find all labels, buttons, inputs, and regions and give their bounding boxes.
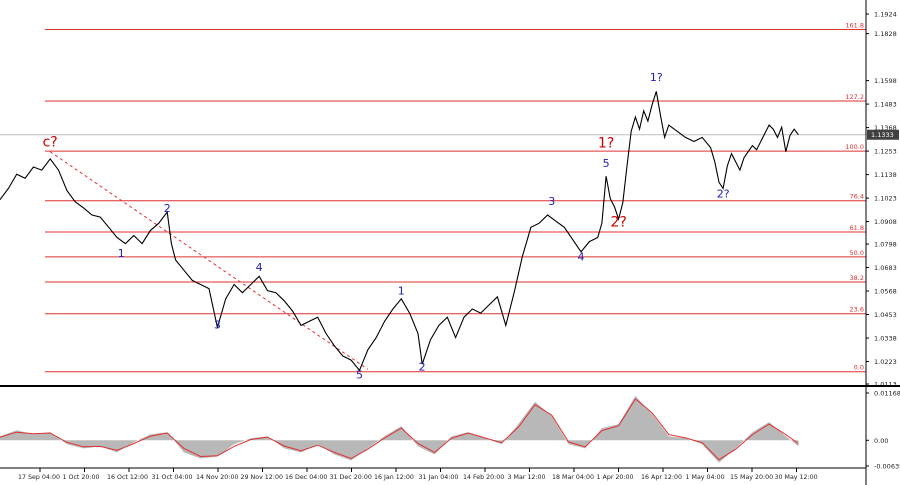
time-axis-label-12: 18 Mar 04:00 bbox=[552, 474, 594, 481]
osc-axis-label-2: -0.00635 bbox=[874, 463, 900, 471]
wave-label-14: 2? bbox=[717, 188, 730, 201]
wave-label-1: 1 bbox=[118, 247, 125, 260]
time-axis-label-15: 1 May 04:00 bbox=[686, 474, 725, 481]
time-axis-label-9: 31 Jan 04:00 bbox=[419, 474, 459, 481]
price-axis-label-4: 1.1368 bbox=[874, 124, 897, 132]
wave-label-4: 4 bbox=[256, 261, 263, 274]
osc-axis-label-0: 0.01168 bbox=[874, 390, 900, 398]
time-axis-label-11: 3 Mar 12:00 bbox=[508, 474, 546, 481]
time-axis-label-8: 16 Jan 12:00 bbox=[374, 474, 414, 481]
price-axis-label-2: 1.1598 bbox=[874, 77, 897, 85]
price-axis-label-10: 1.0683 bbox=[874, 264, 897, 272]
current-price-label: 1.1333 bbox=[871, 131, 894, 139]
time-axis-label-3: 31 Oct 04:00 bbox=[152, 474, 193, 481]
price-axis-label-1: 1.1828 bbox=[874, 30, 897, 38]
fib-label-100-0: 100.0 bbox=[845, 143, 864, 151]
trendline bbox=[49, 151, 369, 370]
wave-label-0: c? bbox=[43, 135, 58, 151]
time-axis-label-1: 1 Oct 20:00 bbox=[63, 474, 100, 481]
price-axis-label-11: 1.0568 bbox=[874, 288, 897, 296]
wave-label-12: 2? bbox=[610, 214, 626, 230]
time-axis-label-5: 29 Nov 12:00 bbox=[241, 474, 283, 481]
price-axis-label-9: 1.0798 bbox=[874, 241, 897, 249]
time-axis-label-10: 14 Feb 20:00 bbox=[463, 474, 504, 481]
wave-label-13: 1? bbox=[650, 71, 663, 84]
price-axis-label-5: 1.1253 bbox=[874, 148, 897, 156]
price-series-line bbox=[0, 91, 799, 372]
time-axis-label-17: 30 May 12:00 bbox=[775, 474, 818, 481]
osc-axis-label-1: 0.00 bbox=[874, 437, 888, 445]
oscillator-signal-line bbox=[0, 398, 799, 461]
price-axis-label-12: 1.0453 bbox=[874, 311, 897, 319]
wave-label-8: 3 bbox=[548, 195, 555, 208]
fib-label-50-0: 50.0 bbox=[850, 249, 864, 257]
fib-label-0-0: 0.0 bbox=[854, 364, 864, 372]
price-axis-label-13: 1.0338 bbox=[874, 335, 897, 343]
fib-label-38-2: 38.2 bbox=[850, 274, 864, 282]
time-axis-label-14: 16 Apr 12:00 bbox=[641, 474, 682, 481]
price-axis-label-7: 1.1023 bbox=[874, 195, 897, 203]
wave-label-3: 3 bbox=[214, 318, 221, 331]
time-axis-label-0: 17 Sep 04:00 bbox=[18, 474, 60, 481]
price-axis-label-15: 1.0113 bbox=[874, 381, 897, 389]
price-axis-label-3: 1.1483 bbox=[874, 101, 897, 109]
time-axis-label-2: 16 Oct 12:00 bbox=[107, 474, 148, 481]
wave-label-6: 1 bbox=[398, 285, 405, 298]
wave-label-9: 4 bbox=[578, 250, 585, 263]
wave-label-11: 1? bbox=[598, 136, 614, 152]
time-axis-label-4: 14 Nov 20:00 bbox=[196, 474, 238, 481]
wave-label-7: 2 bbox=[419, 360, 426, 373]
fib-label-161-8: 161.8 bbox=[845, 22, 864, 30]
wave-label-10: 5 bbox=[603, 157, 610, 170]
price-axis-label-14: 1.0223 bbox=[874, 358, 897, 366]
price-axis-label-0: 1.1924 bbox=[874, 11, 897, 19]
current-price-tag bbox=[867, 129, 899, 140]
time-axis-label-16: 15 May 20:00 bbox=[730, 474, 773, 481]
wave-label-2: 2 bbox=[164, 202, 171, 215]
fib-label-76-4: 76.4 bbox=[850, 193, 864, 201]
fib-label-127-2: 127.2 bbox=[845, 93, 864, 101]
wave-label-5: 5 bbox=[356, 368, 363, 381]
time-axis-label-7: 31 Dec 20:00 bbox=[330, 474, 372, 481]
time-axis-label-13: 1 Apr 20:00 bbox=[597, 474, 634, 481]
time-axis-label-6: 16 Dec 04:00 bbox=[285, 474, 327, 481]
price-axis-label-6: 1.1138 bbox=[874, 171, 897, 179]
price-axis-label-8: 1.0908 bbox=[874, 218, 897, 226]
fib-label-61-8: 61.8 bbox=[850, 224, 864, 232]
fib-label-23-6: 23.6 bbox=[850, 306, 864, 314]
